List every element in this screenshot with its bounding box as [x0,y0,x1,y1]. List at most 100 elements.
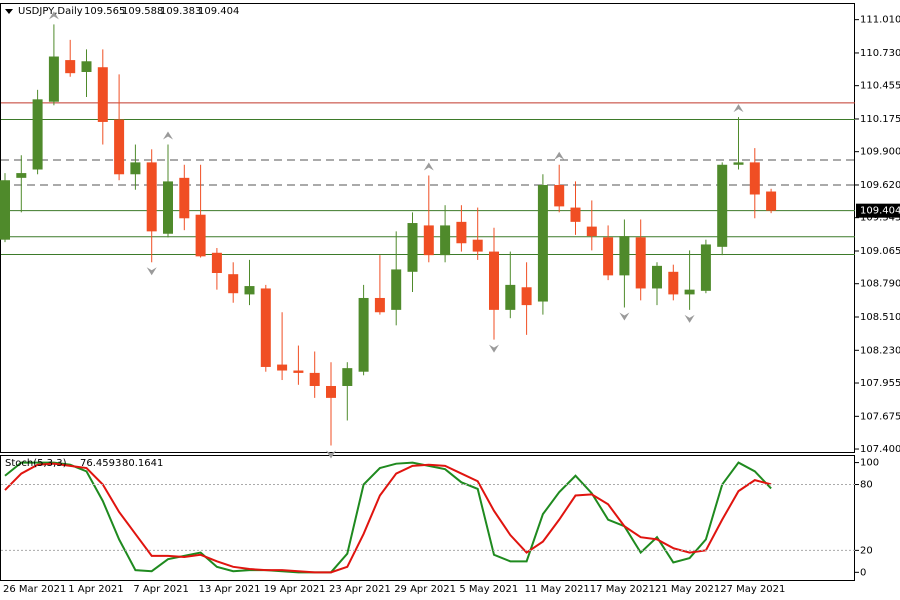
candle-body [766,191,777,211]
candle-body [97,67,108,122]
y-tick-label: 111.010 [860,15,900,26]
candle-body [521,287,532,306]
header-close: 109.404 [198,6,239,17]
y-tick-label: 109.065 [860,246,900,257]
fractal-up [733,104,744,113]
candle-body [472,239,483,252]
candle-body [505,284,516,310]
y-tick-label: 20 [860,545,873,556]
candle-body [358,297,369,372]
candle-body [211,252,222,273]
candle-body [293,370,304,373]
y-tick-label: 107.955 [860,378,900,389]
candle-body [570,207,581,222]
candle-body [700,244,711,291]
stoch-d: 80.1641 [122,458,163,469]
header-low: 109.383 [160,6,201,17]
x-tick-label: 21 May 2021 [655,584,720,595]
candle-body [603,237,614,276]
x-tick-label: 11 May 2021 [525,584,590,595]
candle-body [537,184,548,302]
y-tick-label: 109.620 [860,180,900,191]
stoch-line [4,461,772,574]
candle-body [423,225,434,256]
candle-body [749,162,760,195]
candle-body [32,99,43,170]
x-tick-label: 29 Apr 2021 [394,584,456,595]
candle-body [668,271,679,295]
candle-body [48,56,59,102]
y-tick-label: 107.400 [860,444,900,455]
candle-body [407,223,418,272]
symbol: USDJPY,Daily [18,6,83,17]
x-tick-label: 5 May 2021 [459,584,518,595]
stoch-k: 76.4593 [80,458,121,469]
y-tick-label: 108.790 [860,279,900,290]
candle-body [456,221,467,244]
candle-body [440,225,451,256]
candle-body [16,173,27,178]
y-tick-label: 80 [860,480,873,491]
candle-body [114,119,125,175]
candle-body [309,372,320,386]
candle-body [244,286,255,295]
y-tick-label: 0 [860,567,866,578]
candle-body [374,297,385,313]
candle-body [391,269,402,310]
menu-arrow[interactable] [5,9,13,14]
x-tick-label: 23 Apr 2021 [329,584,391,595]
y-tick-label: 110.455 [860,81,900,92]
stoch-name: Stoch(5,3,3) [5,458,67,469]
candle-body [717,164,728,247]
stoch-line [4,462,772,574]
y-tick-label: 100 [860,458,879,469]
x-tick-label: 7 Apr 2021 [133,584,188,595]
candle-body [554,184,565,207]
fractal-up [423,162,434,171]
candle-body [228,274,239,294]
fractal-down [326,450,336,459]
x-tick-label: 19 Apr 2021 [264,584,326,595]
fractal-down [489,344,499,353]
candle-body [733,162,744,165]
price-label: 109.404 [860,206,900,217]
fractal-down [684,314,695,323]
x-tick-label: 13 Apr 2021 [199,584,261,595]
candle-body [684,289,695,295]
y-tick-label: 109.345 [860,213,900,224]
candle-body [195,214,206,257]
candle-body [342,368,353,386]
candle-body [326,385,336,398]
fractal-up [163,131,173,140]
candle-body [0,180,10,240]
candle-body [81,61,92,72]
fractal-up [554,151,565,160]
candle-body [179,177,190,219]
header-open: 109.565 [84,6,125,17]
x-tick-label: 1 Apr 2021 [68,584,123,595]
x-tick-label: 17 May 2021 [590,584,655,595]
x-tick-label: 27 May 2021 [720,584,785,595]
y-tick-label: 110.175 [860,114,900,125]
price-box [856,203,900,218]
stoch-panel [0,455,855,581]
candle-body [489,251,499,310]
candle-body [586,226,597,237]
candle-body [130,162,141,175]
y-tick-label: 108.510 [860,312,900,323]
y-tick-label: 108.230 [860,345,900,356]
candle-body [635,237,646,289]
candle-body [652,265,662,289]
candle-body [65,60,76,74]
y-tick-label: 110.730 [860,48,900,59]
x-tick-label: 26 Mar 2021 [3,584,66,595]
candle-body [163,181,173,234]
y-tick-label: 109.900 [860,147,900,158]
candle-body [277,364,288,371]
candle-body [619,236,630,276]
fractal-down [619,312,630,321]
header-high: 109.588 [122,6,163,17]
candle-body [146,162,157,232]
y-tick-label: 107.675 [860,411,900,422]
